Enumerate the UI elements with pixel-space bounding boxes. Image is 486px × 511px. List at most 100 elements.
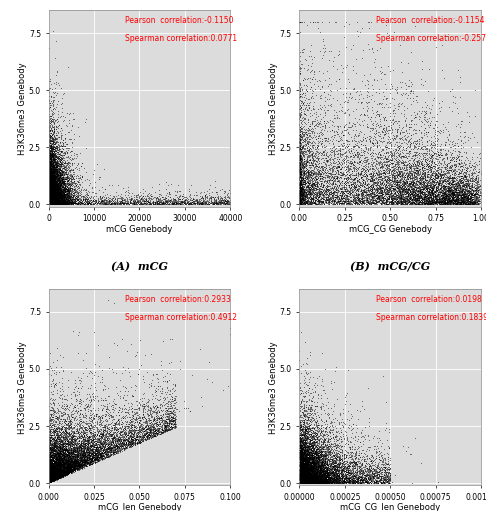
Point xyxy=(313,476,321,484)
Point xyxy=(411,200,419,208)
Point xyxy=(354,477,362,485)
Point xyxy=(440,171,448,179)
Point xyxy=(299,449,307,457)
Point xyxy=(296,472,304,480)
Point xyxy=(372,188,380,196)
Point xyxy=(395,137,403,146)
Point xyxy=(55,180,63,189)
Point xyxy=(96,436,104,445)
Point xyxy=(149,433,156,442)
Point xyxy=(104,200,112,208)
Point xyxy=(417,177,425,185)
Point xyxy=(313,474,321,482)
Point xyxy=(59,186,67,194)
Point xyxy=(366,475,374,483)
Point xyxy=(48,448,55,456)
Point xyxy=(468,200,476,208)
Point xyxy=(49,468,56,476)
Point xyxy=(69,466,76,474)
Point xyxy=(56,169,64,177)
Point xyxy=(48,196,56,204)
Point xyxy=(306,188,314,196)
Point xyxy=(170,399,178,407)
Point xyxy=(48,133,55,142)
Point xyxy=(301,449,309,457)
Point xyxy=(441,198,449,206)
Point xyxy=(48,172,55,180)
Point xyxy=(147,418,155,426)
Point xyxy=(335,478,343,486)
Point xyxy=(328,455,336,463)
Point xyxy=(49,181,57,189)
Point xyxy=(51,151,59,159)
Point xyxy=(337,472,345,480)
Point xyxy=(47,187,55,195)
Point xyxy=(135,416,142,424)
Point xyxy=(300,466,308,474)
Point xyxy=(330,154,338,162)
Point xyxy=(48,184,56,192)
Point xyxy=(209,200,217,208)
Point xyxy=(332,457,340,465)
Point xyxy=(47,156,54,164)
Point xyxy=(70,460,78,469)
Point xyxy=(457,176,465,184)
Point xyxy=(50,416,57,425)
Point xyxy=(46,446,54,454)
Point xyxy=(191,199,199,207)
Point xyxy=(49,174,56,182)
Point xyxy=(462,174,470,182)
Point xyxy=(64,191,71,199)
Point xyxy=(364,477,371,485)
Point xyxy=(296,467,304,475)
Point xyxy=(398,182,406,191)
Point xyxy=(322,161,330,170)
Point xyxy=(438,175,446,183)
Point xyxy=(47,192,55,200)
Point xyxy=(46,88,53,96)
Point xyxy=(68,185,75,194)
Point xyxy=(333,453,341,461)
Point xyxy=(300,425,308,433)
Point xyxy=(50,454,58,462)
Point xyxy=(299,186,307,194)
Point xyxy=(157,200,165,208)
Point xyxy=(393,187,400,195)
Point xyxy=(105,406,113,414)
Point xyxy=(115,424,123,432)
Point xyxy=(49,157,57,166)
Point xyxy=(47,451,54,459)
Point xyxy=(339,131,347,140)
Point xyxy=(48,472,56,480)
Point xyxy=(51,177,59,185)
Point xyxy=(443,197,451,205)
Point xyxy=(51,180,59,188)
Point xyxy=(310,468,317,476)
Point xyxy=(61,465,69,473)
Point xyxy=(176,199,184,207)
Point xyxy=(52,177,60,185)
Point xyxy=(431,170,438,178)
Point xyxy=(148,198,156,206)
Point xyxy=(296,439,304,447)
Point xyxy=(414,196,421,204)
Point xyxy=(56,192,64,200)
Point xyxy=(49,193,56,201)
Point xyxy=(86,455,94,463)
Point xyxy=(54,200,62,208)
Point xyxy=(334,184,342,192)
Point xyxy=(303,454,311,462)
Point xyxy=(328,194,335,202)
Point xyxy=(45,124,52,132)
Point xyxy=(171,196,179,204)
Point xyxy=(428,143,436,151)
Point xyxy=(399,196,406,204)
Point xyxy=(46,191,53,199)
Point xyxy=(88,452,96,460)
Point xyxy=(309,170,317,178)
Point xyxy=(52,472,60,480)
Point xyxy=(351,464,359,472)
Point xyxy=(60,461,68,470)
Point xyxy=(113,438,121,447)
Point xyxy=(72,192,80,200)
